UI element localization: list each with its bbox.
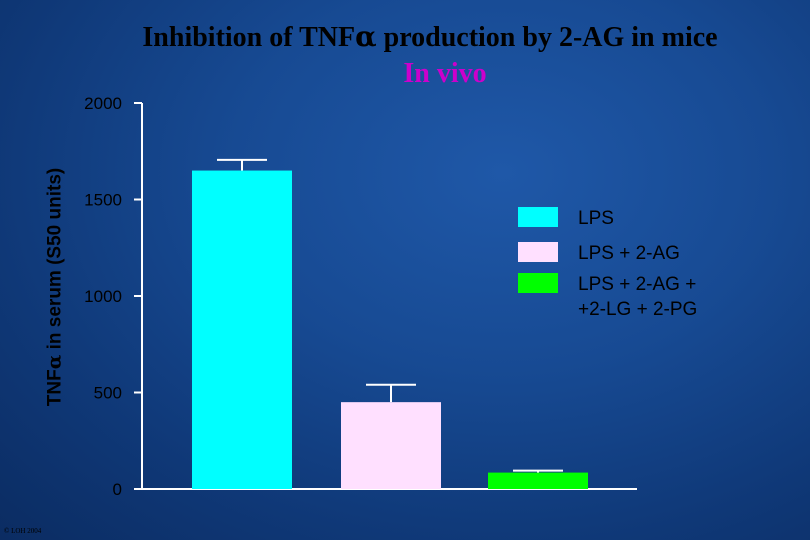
y-tick-label: 0: [113, 480, 122, 499]
legend-label: LPS: [578, 208, 614, 229]
y-tick-label: 1500: [84, 191, 122, 210]
y-tick-label: 2000: [84, 94, 122, 113]
legend-label: LPS + 2-AG +: [578, 274, 696, 295]
y-tick-label: 500: [94, 384, 122, 403]
legend-swatch: [518, 207, 558, 227]
legend-label: LPS + 2-AG: [578, 243, 680, 264]
chart-title: Inhibition of TNFα production by 2-AG in…: [0, 20, 810, 54]
legend-swatch: [518, 242, 558, 262]
chart-title-prefix: Inhibition of TNF: [142, 22, 356, 53]
chart-subtitle: In vivo: [403, 58, 487, 89]
chart-title-suffix: production by 2-AG in mice: [376, 22, 718, 53]
legend-swatch: [518, 273, 558, 293]
y-tick-label: 1000: [84, 287, 122, 306]
bar: [341, 402, 441, 489]
bar: [192, 170, 292, 490]
legend-label: +2-LG + 2-PG: [578, 299, 697, 320]
bar: [488, 472, 588, 489]
copyright-notice: © LOH 2004: [4, 527, 42, 535]
chart-title-symbol: α: [355, 20, 377, 53]
